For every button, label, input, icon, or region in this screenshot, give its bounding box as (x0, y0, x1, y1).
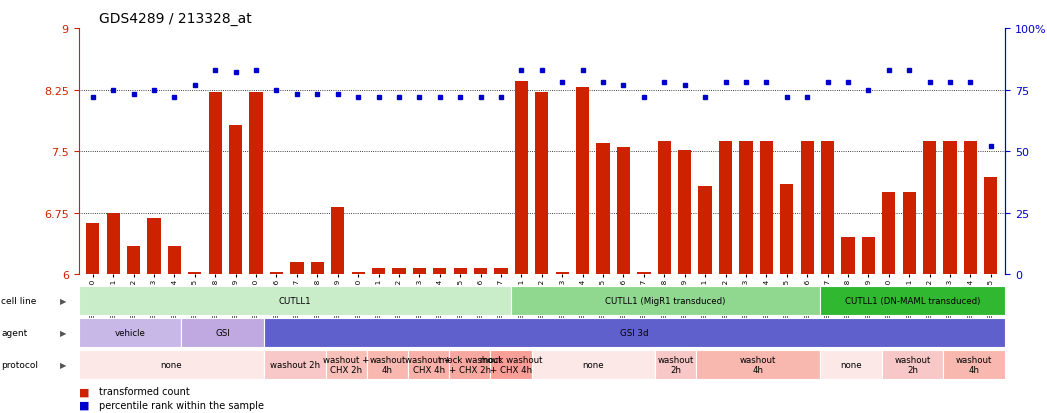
Bar (943, 350, 1005, 379)
Bar (556, 272, 569, 275)
Bar (181, 318, 264, 347)
Bar (535, 93, 549, 275)
Bar (79, 286, 511, 316)
Bar (760, 142, 773, 275)
Bar (943, 142, 957, 275)
Text: ■: ■ (79, 387, 89, 396)
Bar (820, 350, 882, 379)
Bar (494, 268, 508, 275)
Bar (270, 272, 283, 275)
Bar (311, 262, 324, 275)
Text: percentile rank within the sample: percentile rank within the sample (99, 400, 265, 410)
Bar (576, 88, 589, 275)
Bar (127, 246, 140, 275)
Bar (780, 185, 794, 275)
Text: ▶: ▶ (60, 297, 66, 305)
Bar (290, 262, 304, 275)
Text: CUTLL1 (MigR1 transduced): CUTLL1 (MigR1 transduced) (605, 297, 726, 305)
Bar (842, 238, 854, 275)
Bar (964, 142, 977, 275)
Bar (617, 148, 630, 275)
Bar (597, 144, 609, 275)
Bar (264, 350, 326, 379)
Bar (820, 286, 1005, 316)
Text: agent: agent (1, 328, 27, 337)
Bar (862, 238, 875, 275)
Bar (449, 350, 490, 379)
Text: ■: ■ (79, 400, 89, 410)
Bar (511, 286, 820, 316)
Text: washout +
CHX 2h: washout + CHX 2h (324, 355, 370, 374)
Bar (79, 350, 264, 379)
Text: mock washout
+ CHX 4h: mock washout + CHX 4h (480, 355, 542, 374)
Text: none: none (160, 360, 182, 369)
Text: CUTLL1 (DN-MAML transduced): CUTLL1 (DN-MAML transduced) (845, 297, 980, 305)
Text: none: none (582, 360, 604, 369)
Bar (532, 350, 655, 379)
Bar (923, 142, 936, 275)
Bar (264, 318, 1005, 347)
Bar (719, 142, 732, 275)
Bar (408, 350, 449, 379)
Text: none: none (840, 360, 862, 369)
Bar (208, 93, 222, 275)
Text: washout
2h: washout 2h (894, 355, 931, 374)
Bar (79, 318, 181, 347)
Bar (86, 224, 99, 275)
Bar (984, 178, 998, 275)
Text: washout
4h: washout 4h (956, 355, 993, 374)
Bar (474, 268, 487, 275)
Bar (229, 126, 242, 275)
Bar (326, 350, 366, 379)
Bar (413, 268, 426, 275)
Bar (453, 268, 467, 275)
Bar (490, 350, 532, 379)
Text: ▶: ▶ (60, 360, 66, 369)
Bar (698, 186, 712, 275)
Bar (821, 142, 834, 275)
Text: washout
4h: washout 4h (370, 355, 405, 374)
Bar (678, 150, 691, 275)
Bar (739, 142, 753, 275)
Text: GSI: GSI (216, 328, 230, 337)
Bar (883, 193, 895, 275)
Bar (366, 350, 408, 379)
Bar (655, 350, 696, 379)
Bar (249, 93, 263, 275)
Bar (352, 272, 364, 275)
Bar (107, 213, 119, 275)
Bar (658, 142, 671, 275)
Bar (188, 272, 201, 275)
Bar (882, 350, 943, 379)
Bar (393, 268, 405, 275)
Text: washout
2h: washout 2h (658, 355, 694, 374)
Text: GDS4289 / 213328_at: GDS4289 / 213328_at (99, 12, 252, 26)
Bar (331, 207, 344, 275)
Text: CUTLL1: CUTLL1 (279, 297, 311, 305)
Bar (903, 193, 916, 275)
Text: washout +
CHX 4h: washout + CHX 4h (405, 355, 451, 374)
Bar (638, 272, 650, 275)
Bar (168, 246, 181, 275)
Bar (148, 219, 160, 275)
Text: GSI 3d: GSI 3d (620, 328, 649, 337)
Text: transformed count: transformed count (99, 387, 191, 396)
Text: cell line: cell line (1, 297, 37, 305)
Text: washout
4h: washout 4h (740, 355, 776, 374)
Text: washout 2h: washout 2h (270, 360, 319, 369)
Bar (801, 142, 814, 275)
Text: protocol: protocol (1, 360, 38, 369)
Bar (696, 350, 820, 379)
Text: mock washout
+ CHX 2h: mock washout + CHX 2h (439, 355, 502, 374)
Text: vehicle: vehicle (114, 328, 146, 337)
Bar (515, 82, 528, 275)
Text: ▶: ▶ (60, 328, 66, 337)
Bar (433, 268, 446, 275)
Bar (372, 268, 385, 275)
